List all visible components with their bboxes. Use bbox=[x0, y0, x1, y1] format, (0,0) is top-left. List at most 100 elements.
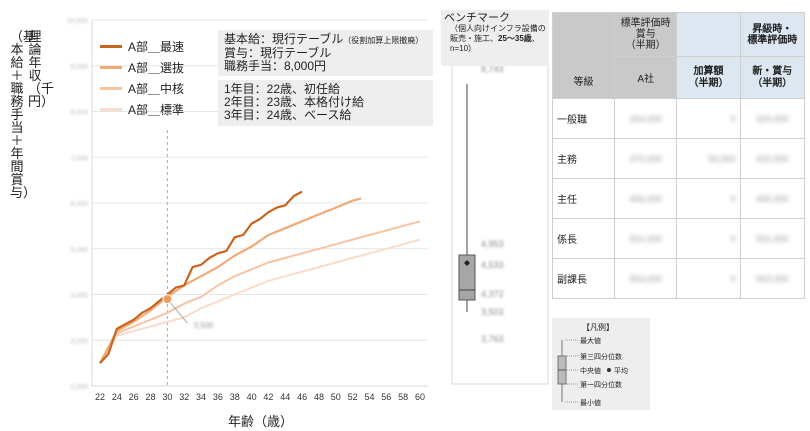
info-box-2-line3: 3年目：24歳、ベース給 bbox=[224, 108, 352, 122]
benchmark-subtitle-part1: （個人向けインフラ設備の販売・施工、 bbox=[450, 24, 546, 43]
legend-label-series1: A部＿最速 bbox=[128, 39, 185, 54]
table-header-add: 加算額 （半期） bbox=[676, 56, 741, 99]
x-tick-label: 44 bbox=[280, 392, 290, 402]
boxplot-legend-q1: 第一四分位数 bbox=[580, 382, 622, 389]
table-row: 係長 501,000 0 501,000 bbox=[552, 218, 806, 259]
boxplot-legend-min: 最小値 bbox=[580, 400, 601, 407]
table-header-new: 新・賞与 （半期） bbox=[739, 56, 806, 99]
table-row: 副課長 563,000 0 563,000 bbox=[552, 258, 806, 299]
series-line-4 bbox=[99, 238, 421, 364]
x-tick-label: 24 bbox=[112, 392, 122, 402]
table-cell-grade: 副課長 bbox=[552, 258, 615, 299]
benchmark-subtitle-bold: 25〜35歳 bbox=[498, 34, 532, 43]
x-axis-title: 年齢（歳） bbox=[228, 414, 294, 429]
benchmark-value-label: 4,372 bbox=[481, 289, 504, 299]
benchmark-title: ベンチマーク bbox=[444, 12, 510, 24]
legend-swatch-series4 bbox=[100, 108, 122, 111]
legend-label-series4: A部＿標準 bbox=[128, 102, 185, 117]
table-header-grade: 等級 bbox=[552, 12, 615, 99]
x-tick-label: 32 bbox=[179, 392, 189, 402]
y-tick-label: 4,000 bbox=[70, 293, 88, 300]
legend-item-series1: A部＿最速 bbox=[100, 36, 184, 57]
table-cell-new: 420,000 bbox=[739, 138, 806, 179]
table-cell-new: 324,000 bbox=[739, 98, 806, 139]
benchmark-mean-marker bbox=[464, 260, 470, 266]
table-cell-add: 50,000 bbox=[676, 138, 741, 179]
table-cell-grade: 主任 bbox=[552, 178, 615, 219]
table-header-new-top-line1: 昇級時・ bbox=[752, 23, 793, 35]
boxplot-legend-glyph bbox=[557, 339, 611, 403]
series-line-1 bbox=[99, 190, 303, 364]
legend-swatch-series3 bbox=[100, 87, 122, 90]
benchmark-title-box: ベンチマーク （個人向けインフラ設備の販売・施工、25〜35歳、n=10） bbox=[441, 10, 549, 66]
table-cell-company: 406,000 bbox=[613, 178, 678, 219]
table-header-company-top-line3: （半期） bbox=[625, 40, 666, 51]
x-tick-label: 38 bbox=[230, 392, 240, 402]
benchmark-value-label: 4,533 bbox=[481, 260, 504, 270]
y-tick-label: 3,000 bbox=[70, 338, 88, 345]
info-box-2-line2: 2年目：23歳、本格付け給 bbox=[224, 95, 365, 109]
table-header-company-top-line1: 標準評価時 bbox=[620, 18, 671, 29]
benchmark-value-label: 3,763 bbox=[481, 334, 504, 344]
y-tick-label: 8,000 bbox=[70, 110, 88, 117]
y-tick-label: 2,000 bbox=[70, 384, 88, 391]
x-tick-label: 40 bbox=[247, 392, 257, 402]
table-cell-new: 456,000 bbox=[739, 178, 806, 219]
table-header-new-label: 新・賞与 bbox=[752, 65, 793, 77]
table-row: 一般職 264,000 0 324,000 bbox=[552, 98, 806, 139]
table-cell-new: 563,000 bbox=[739, 258, 806, 299]
table-cell-company: 370,000 bbox=[613, 138, 678, 179]
x-tick-label: 30 bbox=[162, 392, 172, 402]
info-box-1-line3: 職務手当：8,000円 bbox=[224, 59, 327, 73]
x-tick-label: 56 bbox=[381, 392, 391, 402]
table-header-new-sub: （半期） bbox=[752, 77, 793, 89]
table-cell-new: 501,000 bbox=[739, 218, 806, 259]
table-row: 主務 370,000 50,000 420,000 bbox=[552, 138, 806, 179]
x-tick-label: 60 bbox=[415, 392, 425, 402]
marker-annotation: 3,500 bbox=[193, 321, 214, 330]
y-axis-title: 理論年収（千円） （基本給＋職務手当＋年間賞与） bbox=[4, 29, 54, 290]
y-axis-title-line2: （基本給＋職務手当＋年間賞与） bbox=[10, 29, 37, 200]
series-line-2 bbox=[99, 197, 362, 364]
x-tick-label: 58 bbox=[398, 392, 408, 402]
x-tick-label: 54 bbox=[364, 392, 374, 402]
legend-item-series4: A部＿標準 bbox=[100, 99, 184, 120]
benchmark-value-label: 3,503 bbox=[481, 307, 504, 317]
legend-item-series3: A部＿中核 bbox=[100, 78, 184, 99]
table-cell-company: 264,000 bbox=[613, 98, 678, 139]
marker-leader-line bbox=[167, 298, 188, 324]
x-tick-label: 50 bbox=[331, 392, 341, 402]
x-tick-label: 42 bbox=[263, 392, 273, 402]
table-row: 主任 406,000 0 456,000 bbox=[552, 178, 806, 219]
legend-item-series2: A部＿選抜 bbox=[100, 57, 184, 78]
legend-label-series3: A部＿中核 bbox=[128, 81, 185, 96]
table-cell-company: 563,000 bbox=[613, 258, 678, 299]
benchmark-value-label: 8,743 bbox=[481, 64, 504, 74]
boxplot-legend: 【凡例】 最大値 第三四分位数 中央値 平均 第一四分位数 最小値 bbox=[552, 318, 650, 410]
table-cell-add: 0 bbox=[676, 258, 741, 299]
x-tick-label: 48 bbox=[314, 392, 324, 402]
info-box-2-line1: 1年目：22歳、初任給 bbox=[224, 82, 341, 96]
boxplot-legend-mean: 平均 bbox=[614, 368, 628, 375]
legend-swatch-series2 bbox=[100, 66, 122, 69]
y-tick-label: 6,000 bbox=[70, 201, 88, 208]
marker-point-age-30 bbox=[162, 294, 173, 305]
boxplot-legend-title: 【凡例】 bbox=[582, 323, 614, 332]
boxplot-legend-max: 最大値 bbox=[580, 338, 601, 345]
benchmark-subtitle: （個人向けインフラ設備の販売・施工、25〜35歳、n=10） bbox=[444, 24, 546, 54]
info-box-1-line2: 賞与：現行テーブル bbox=[224, 46, 332, 60]
table-header-company-top-line2: 賞与 bbox=[635, 29, 656, 40]
table-header-add-top bbox=[676, 12, 741, 57]
table-header-company: A社 bbox=[613, 56, 678, 99]
bonus-table: 等級 標準評価時 賞与 （半期） 昇級時・ 標準評価時 A社 加算額 （半期） … bbox=[552, 12, 806, 299]
table-cell-add: 0 bbox=[676, 178, 741, 219]
legend-swatch-series1 bbox=[100, 45, 122, 48]
table-cell-grade: 主務 bbox=[552, 138, 615, 179]
boxplot-legend-median-label: 中央値 bbox=[580, 368, 601, 375]
benchmark-subtitle-part2: 、n=10） bbox=[450, 34, 540, 53]
y-tick-label: 5,000 bbox=[70, 247, 88, 254]
info-box-year-steps: 1年目：22歳、初任給 2年目：23歳、本格付け給 3年目：24歳、ベース給 bbox=[218, 80, 433, 126]
series-line-3 bbox=[99, 220, 421, 364]
y-tick-label: 10,000 bbox=[67, 18, 89, 25]
